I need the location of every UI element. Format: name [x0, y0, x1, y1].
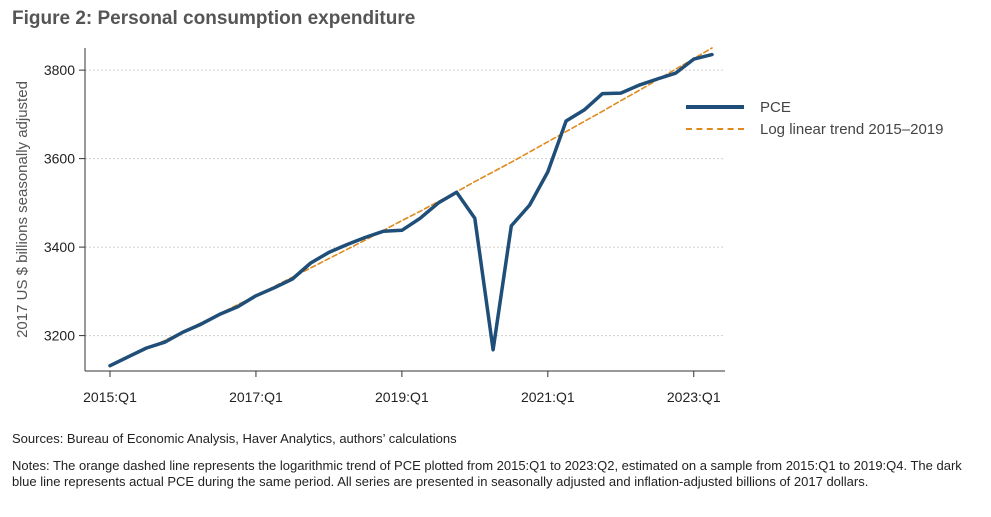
- y-axis-label: 2017 US $ billions seasonally adjusted: [14, 81, 31, 338]
- sources-note: Sources: Bureau of Economic Analysis, Ha…: [12, 431, 457, 446]
- legend-swatch-pce: [686, 105, 744, 109]
- legend-swatch-trend: [686, 128, 744, 130]
- trend-line: [109, 47, 713, 368]
- x-tick-label-2015-q1: 2015:Q1: [83, 389, 137, 405]
- series: [108, 47, 714, 368]
- x-tick-label-2021-q1: 2021:Q1: [521, 389, 575, 405]
- axes: 3200 3400 3600 3800 2015:Q1 2017:Q1 2019:Q1 202…: [44, 48, 725, 405]
- legend-label-pce: PCE: [760, 98, 791, 116]
- chart-legend: PCE Log linear trend 2015–2019: [686, 96, 944, 140]
- legend-label-trend: Log linear trend 2015–2019: [760, 120, 944, 138]
- y-tick-label-3800: 3800: [44, 62, 75, 78]
- x-tick-label-2017-q1: 2017:Q1: [229, 389, 283, 405]
- figure-title: Figure 2: Personal consumption expenditu…: [12, 8, 416, 29]
- y-tick-label-3600: 3600: [44, 151, 75, 167]
- gridlines: [85, 69, 725, 337]
- notes-text: Notes: The orange dashed line represents…: [12, 458, 962, 489]
- pce-line: [108, 52, 714, 368]
- x-tick-label-2023-q1: 2023:Q1: [667, 389, 721, 405]
- legend-item-pce: PCE: [686, 96, 944, 118]
- pce-line-chart: 3200 3400 3600 3800 2015:Q1 2017:Q1 2019:Q1 202…: [14, 47, 725, 405]
- y-tick-label-3200: 3200: [44, 328, 75, 344]
- y-tick-label-3400: 3400: [44, 239, 75, 255]
- legend-item-trend: Log linear trend 2015–2019: [686, 118, 944, 140]
- x-tick-label-2019-q1: 2019:Q1: [375, 389, 429, 405]
